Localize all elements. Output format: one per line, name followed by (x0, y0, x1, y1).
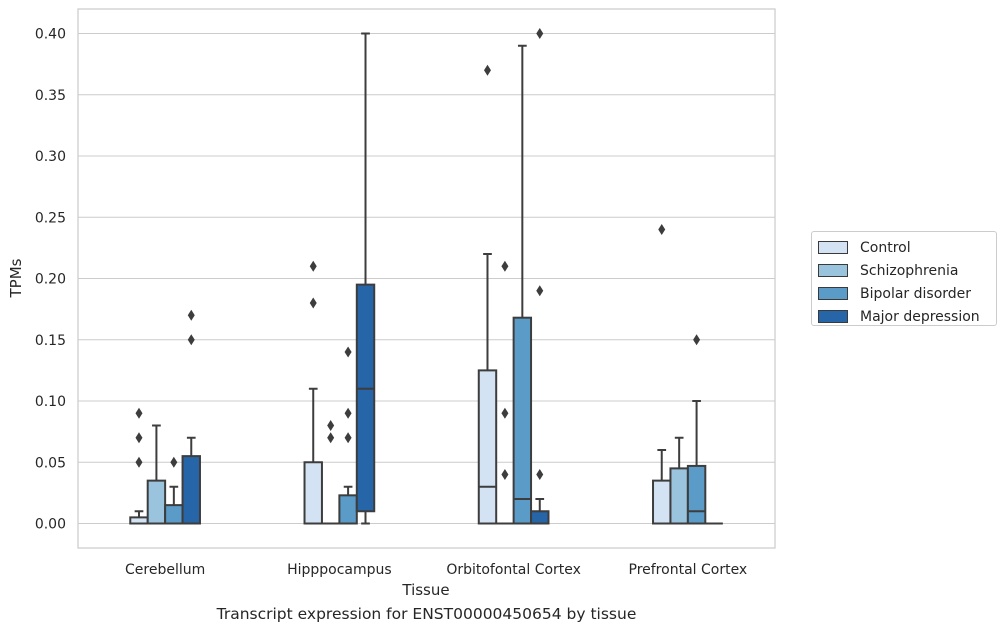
box-group (652, 224, 672, 525)
box-group (496, 260, 514, 525)
box-series (129, 28, 723, 525)
legend: Control Schizophrenia Bipolar disorder Majo… (811, 231, 997, 326)
gridlines (78, 32, 775, 525)
box-group (164, 456, 184, 525)
outlier-point (344, 432, 352, 444)
outlier-point (327, 420, 335, 431)
y-tick-label: 0.15 (35, 333, 66, 349)
x-tick-labels: Cerebellum Hipppocampus Orbitofontal Corte… (125, 562, 747, 578)
legend-item: Control (818, 236, 996, 259)
legend-label: Bipolar disorder (860, 285, 972, 302)
outlier-point (483, 64, 491, 76)
outlier-point (536, 469, 544, 480)
outlier-point (170, 456, 178, 468)
box (669, 467, 689, 525)
outlier-point (501, 469, 509, 480)
box-group (355, 32, 376, 525)
legend-swatch (818, 310, 848, 323)
outlier-point (536, 28, 544, 39)
box (512, 316, 533, 525)
x-tick-label: Prefrontal Cortex (629, 562, 748, 578)
y-tick-label: 0.05 (35, 455, 66, 471)
box-group (146, 424, 167, 525)
box (303, 461, 323, 525)
box (355, 283, 376, 513)
box (477, 369, 498, 525)
legend-label: Schizophrenia (860, 262, 959, 279)
box-group (303, 260, 323, 525)
box (181, 455, 201, 525)
x-axis-label: Tissue (401, 581, 449, 599)
outlier-point (309, 260, 317, 272)
box-group (477, 64, 498, 525)
outlier-point (309, 297, 317, 309)
box-group (686, 334, 707, 525)
x-tick-label: Cerebellum (125, 562, 205, 578)
box-group (338, 346, 358, 525)
y-tick-label: 0.30 (35, 149, 66, 165)
box-group (321, 420, 340, 525)
y-tick-label: 0.40 (35, 27, 66, 43)
y-tick-label: 0.20 (35, 272, 66, 288)
outlier-point (344, 346, 352, 358)
box-group (530, 28, 550, 525)
box-group (129, 407, 149, 525)
figure-caption: Transcript expression for ENST0000045065… (216, 605, 637, 623)
y-tick-label: 0.00 (35, 517, 66, 533)
outlier-point (187, 334, 195, 346)
y-tick-label: 0.10 (35, 394, 66, 410)
y-tick-labels: 0.00 0.05 0.10 0.15 0.20 0.25 0.30 0.35 0.40 (35, 27, 66, 533)
outlier-point (658, 224, 666, 235)
y-tick-label: 0.35 (35, 88, 66, 104)
outlier-point (501, 260, 509, 272)
outlier-point (344, 407, 352, 419)
legend-swatch (818, 287, 848, 300)
y-tick-label: 0.25 (35, 210, 66, 226)
outlier-point (501, 407, 509, 419)
outlier-point (135, 456, 143, 468)
x-tick-label: Hipppocampus (287, 562, 392, 578)
legend-label: Major depression (860, 308, 980, 325)
legend-label: Control (860, 239, 911, 256)
box (338, 494, 358, 525)
box-group (669, 436, 689, 525)
box-group (512, 44, 533, 525)
y-axis-label: TPMs (7, 258, 25, 298)
box (530, 510, 550, 525)
outlier-point (187, 309, 195, 321)
legend-item: Major depression (818, 305, 996, 328)
outlier-point (135, 407, 143, 419)
outlier-point (536, 285, 544, 297)
outlier-point (135, 432, 143, 444)
outlier-point (693, 334, 701, 346)
box-group (181, 309, 201, 525)
box (686, 464, 707, 525)
legend-swatch (818, 264, 848, 277)
legend-item: Bipolar disorder (818, 282, 996, 305)
box (146, 479, 167, 525)
box (164, 504, 184, 525)
box (652, 479, 672, 525)
legend-item: Schizophrenia (818, 259, 996, 282)
x-tick-label: Orbitofontal Cortex (446, 562, 581, 578)
plot-frame (77, 8, 776, 549)
legend-swatch (818, 241, 848, 254)
outlier-point (327, 432, 335, 444)
